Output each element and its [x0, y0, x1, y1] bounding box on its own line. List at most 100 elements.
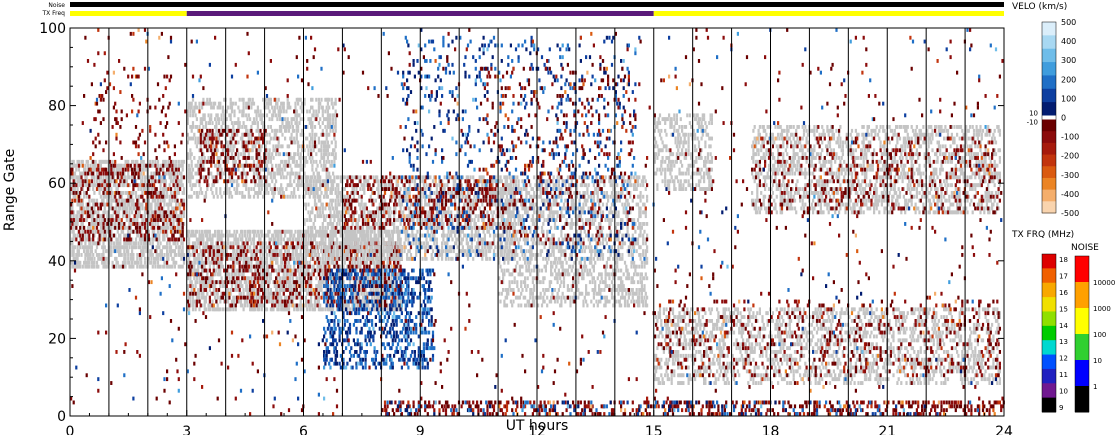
echo-cell	[169, 191, 173, 195]
echo-cell	[304, 229, 307, 234]
echo-cell	[233, 264, 236, 269]
echo-cell	[225, 307, 228, 312]
echo-cell	[241, 284, 244, 288]
echo-cell	[242, 256, 245, 261]
echo-cell	[262, 121, 265, 125]
echo-cell	[343, 299, 346, 304]
echo-cell	[93, 198, 96, 203]
echo-cell	[383, 291, 387, 296]
echo-cell	[289, 288, 292, 292]
echo-cell	[260, 299, 263, 304]
echo-cell	[297, 295, 300, 300]
echo-cell	[169, 225, 173, 230]
echo-cell	[289, 284, 292, 288]
echo-cell	[319, 264, 322, 269]
echo-cell	[277, 303, 280, 308]
echo-cell	[191, 307, 195, 312]
echo-cell	[285, 175, 288, 180]
echo-cell	[180, 241, 183, 246]
echo-cell	[396, 276, 400, 281]
echo-cell	[186, 245, 189, 250]
echo-cell	[365, 291, 368, 296]
echo-cell	[101, 253, 104, 257]
echo-cell	[162, 94, 165, 98]
echo-cell	[245, 264, 248, 269]
echo-cell	[136, 171, 139, 176]
echo-cell	[352, 280, 355, 285]
echo-cell	[199, 303, 202, 308]
echo-cell	[385, 299, 388, 304]
echo-cell	[255, 295, 258, 300]
echo-cell	[171, 194, 174, 199]
echo-cell	[307, 268, 310, 273]
echo-cell	[195, 245, 198, 250]
echo-cell	[389, 291, 392, 296]
echo-cell	[160, 206, 163, 211]
echo-cell	[177, 167, 180, 172]
echo-cell	[237, 295, 240, 300]
echo-cell	[378, 249, 381, 254]
echo-cell	[368, 307, 371, 312]
echo-cell	[212, 264, 215, 269]
echo-cell	[275, 299, 278, 304]
echo-cell	[364, 260, 367, 265]
echo-cell	[361, 233, 365, 238]
echo-cell	[137, 183, 140, 188]
echo-cell	[242, 288, 245, 292]
echo-cell	[168, 264, 171, 269]
echo-cell	[230, 284, 234, 288]
echo-cell	[220, 117, 223, 122]
echo-cell	[92, 237, 95, 242]
echo-cell	[219, 299, 222, 304]
echo-cell	[92, 222, 95, 226]
echo-cell	[212, 105, 215, 110]
echo-cell	[145, 191, 148, 195]
echo-cell	[195, 256, 198, 261]
echo-cell	[194, 136, 197, 141]
echo-cell	[225, 245, 228, 250]
echo-cell	[172, 179, 175, 184]
echo-cell	[297, 260, 300, 265]
echo-cell	[166, 249, 169, 254]
echo-cell	[295, 295, 298, 300]
echo-cell	[219, 307, 222, 312]
echo-cell	[137, 194, 140, 199]
echo-cell	[136, 253, 139, 257]
echo-cell	[308, 260, 311, 265]
echo-cell	[95, 225, 99, 230]
echo-cell	[149, 237, 152, 242]
echo-cell	[219, 295, 222, 300]
echo-cell	[256, 303, 259, 308]
echo-cell	[223, 291, 226, 296]
echo-cell	[265, 140, 269, 145]
echo-cell	[77, 202, 80, 207]
echo-cell	[258, 276, 261, 281]
echo-cell	[304, 249, 307, 254]
echo-cell	[232, 233, 235, 238]
echo-cell	[390, 264, 393, 269]
echo-cell	[177, 229, 180, 234]
echo-cell	[198, 237, 201, 242]
echo-cell	[142, 222, 145, 226]
echo-cell	[252, 284, 256, 288]
echo-cell	[119, 222, 122, 226]
echo-cell	[369, 260, 372, 265]
echo-cell	[95, 171, 99, 176]
echo-cell	[111, 222, 114, 226]
echo-cell	[356, 260, 359, 265]
echo-cell	[80, 179, 83, 184]
echo-cell	[128, 260, 131, 265]
echo-cell	[133, 241, 136, 246]
echo-cell	[385, 303, 388, 308]
echo-cell	[156, 260, 160, 265]
echo-cell	[373, 295, 376, 300]
echo-cell	[198, 156, 201, 160]
echo-cell	[77, 264, 80, 269]
echo-cell	[233, 109, 236, 114]
echo-cell	[306, 280, 309, 285]
echo-cell	[246, 299, 249, 304]
echo-cell	[236, 260, 239, 265]
echo-cell	[347, 288, 350, 292]
echo-cell	[211, 121, 214, 125]
echo-cell	[259, 303, 262, 308]
